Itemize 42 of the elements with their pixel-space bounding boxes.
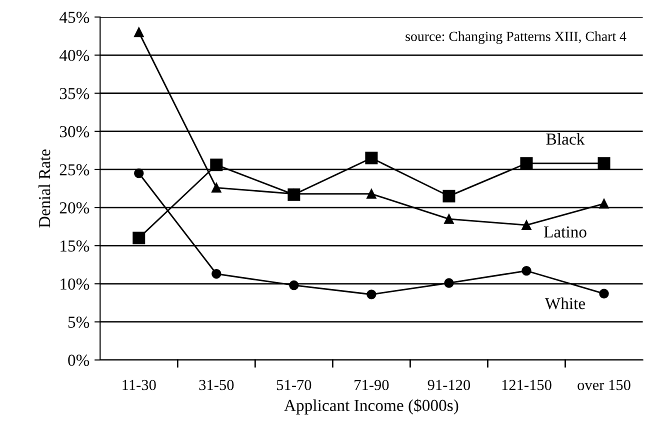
point [365, 152, 378, 164]
series-label: Black [546, 133, 585, 145]
x-tick-label: 121-150 [502, 380, 552, 390]
x-tick-label: 91-120 [428, 380, 470, 390]
y-tick-label: 5% [68, 316, 90, 328]
y-tick-label: 20% [60, 202, 90, 214]
y-tick-label: 40% [59, 50, 90, 62]
x-tick-label: 11-30 [122, 380, 156, 390]
x-axis-title: Applicant Income ($000s) [284, 398, 458, 414]
x-tick-label: 51-70 [276, 380, 312, 390]
y-tick-label: 25% [60, 164, 90, 176]
point [522, 266, 532, 276]
point [212, 182, 222, 193]
point [599, 288, 609, 299]
point [134, 168, 144, 178]
point [132, 232, 146, 244]
point [520, 157, 533, 170]
point [522, 220, 532, 230]
x-tick-label: 71-90 [354, 380, 389, 390]
x-tick-label: 31-50 [199, 380, 234, 390]
y-tick-label: 45% [59, 12, 90, 24]
point [444, 214, 454, 224]
point [599, 198, 609, 209]
series-label: Latino [544, 226, 586, 238]
point [366, 290, 376, 300]
y-axis-title: Denial Rate [38, 150, 50, 228]
x-tick-label: over 150 [578, 380, 630, 390]
point [598, 157, 610, 170]
point [366, 188, 376, 199]
point [210, 158, 223, 172]
y-tick-label: 10% [60, 278, 90, 290]
point [289, 280, 299, 290]
point [444, 278, 454, 288]
y-tick-label: 15% [60, 240, 90, 252]
series-label: White [544, 297, 586, 310]
point [442, 190, 456, 202]
point [212, 268, 222, 279]
point [134, 27, 144, 38]
y-tick-label: 35% [60, 88, 90, 100]
y-tick-label: 30% [60, 126, 90, 138]
y-tick-label: 0% [68, 354, 90, 366]
annotation: source: Changing Patterns XIII, Chart 4 [406, 31, 626, 44]
